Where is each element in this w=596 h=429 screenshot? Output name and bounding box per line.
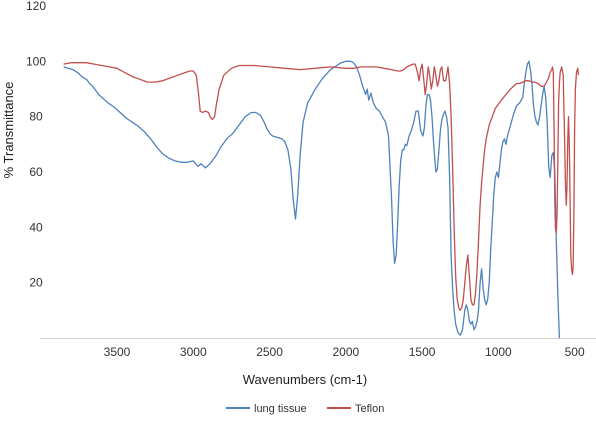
y-tick-label: 120 — [26, 0, 46, 13]
x-tick-label: 2500 — [256, 345, 283, 359]
y-tick-label: 60 — [29, 165, 43, 179]
legend-label: Teflon — [355, 403, 384, 415]
series-layer — [63, 60, 580, 339]
series-line-teflon — [63, 62, 580, 311]
x-tick-label: 1500 — [409, 345, 436, 359]
legend-label: lung tissue — [254, 403, 307, 415]
x-tick-label: 500 — [565, 345, 585, 359]
series-line-lung-tissue — [63, 60, 561, 339]
x-tick-label: 2000 — [332, 345, 359, 359]
x-tick-label: 1000 — [485, 345, 512, 359]
y-tick-label: 40 — [29, 220, 43, 234]
y-axis-ticks: 20 40 60 80 100 120 — [26, 0, 46, 290]
x-axis-title: Wavenumbers (cm-1) — [243, 372, 367, 387]
x-tick-label: 3000 — [180, 345, 207, 359]
x-axis-ticks: 3500 3000 2500 2000 1500 1000 500 — [104, 345, 585, 359]
x-tick-label: 3500 — [104, 345, 131, 359]
y-tick-label: 20 — [29, 276, 43, 290]
y-axis-title: % Transmittance — [1, 82, 16, 179]
legend: lung tissue Teflon — [226, 403, 384, 415]
y-tick-label: 100 — [26, 54, 46, 68]
y-tick-label: 80 — [29, 110, 43, 124]
